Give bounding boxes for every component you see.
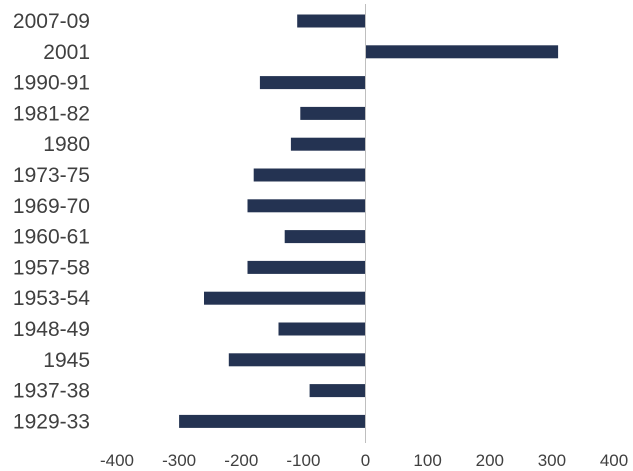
bars-group	[179, 14, 559, 428]
category-label-1957-58: 1957-58	[13, 256, 90, 279]
bar-1969-70	[247, 199, 366, 213]
category-label-1969-70: 1969-70	[13, 195, 90, 218]
bar-1981-82	[300, 106, 366, 120]
bar-1929-33	[179, 414, 366, 428]
category-labels: 2007-09 2001 1990-91 1981-82 1980 1973-75 1969…	[13, 10, 90, 433]
category-label-1945: 1945	[43, 349, 90, 372]
bar-1960-61	[284, 230, 366, 244]
x-tick-labels: -400 -300 -200 -100 0 100 200 300 400	[100, 451, 628, 470]
bar-1948-49	[278, 322, 366, 336]
bar-1973-75	[253, 168, 366, 182]
category-label-2001: 2001	[43, 41, 90, 64]
x-tick-label: 100	[413, 451, 441, 470]
x-tick-label: -300	[162, 451, 196, 470]
bar-2001	[365, 45, 559, 59]
category-label-1953-54: 1953-54	[13, 287, 90, 310]
x-tick-label: -100	[286, 451, 320, 470]
bar-2007-09	[297, 14, 366, 28]
x-tick-label: 300	[538, 451, 566, 470]
x-tick-label: -200	[224, 451, 258, 470]
bar-1957-58	[247, 260, 366, 274]
bar-1990-91	[259, 76, 366, 90]
category-label-2007-09: 2007-09	[13, 10, 90, 33]
x-tick-label: -400	[100, 451, 134, 470]
category-label-1948-49: 1948-49	[13, 318, 90, 341]
category-label-1929-33: 1929-33	[13, 410, 90, 433]
category-label-1981-82: 1981-82	[13, 102, 90, 125]
bar-1937-38	[309, 384, 366, 398]
x-tick-label: 200	[476, 451, 504, 470]
category-label-1980: 1980	[43, 133, 90, 156]
category-label-1973-75: 1973-75	[13, 164, 90, 187]
bar-1980	[290, 137, 366, 151]
x-tick-label: 0	[361, 451, 370, 470]
category-label-1937-38: 1937-38	[13, 380, 90, 403]
x-tick-label: 400	[600, 451, 628, 470]
bar-1945	[228, 353, 366, 367]
category-label-1960-61: 1960-61	[13, 226, 90, 249]
bar-1953-54	[204, 291, 366, 305]
category-label-1990-91: 1990-91	[13, 72, 90, 95]
